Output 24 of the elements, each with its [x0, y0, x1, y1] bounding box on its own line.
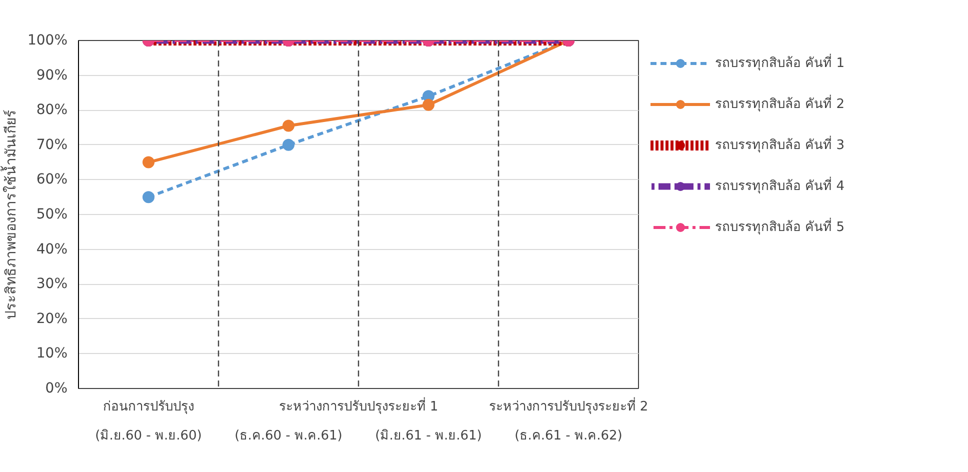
legend-label: รถบรรทุกสิบล้อ คันที่ 1: [715, 52, 845, 73]
legend-label: รถบรรทุกสิบล้อ คันที่ 3: [715, 134, 845, 155]
y-tick-label: 20%: [36, 310, 68, 327]
y-tick-label: 100%: [27, 32, 68, 48]
text: ระหว่างการปรับปรุงระยะที่ 2: [488, 398, 648, 414]
y-tick-label: 80%: [36, 102, 68, 118]
legend-label: รถบรรทุกสิบล้อ คันที่ 2: [715, 94, 845, 114]
x-tick-label: (มิ.ย.60 - พ.ย.60): [95, 428, 202, 444]
y-tick-label: 30%: [36, 276, 68, 292]
text: ระหว่างการปรับปรุงระยะที่ 1: [278, 398, 438, 414]
x-tick-label: (ธ.ค.61 - พ.ค.62): [514, 428, 622, 444]
y-tick-label: 60%: [36, 172, 68, 188]
y-tick-label: 10%: [36, 346, 68, 362]
y-tick-label: 90%: [36, 67, 68, 84]
x-tick-label: (มิ.ย.61 - พ.ย.61): [375, 428, 482, 444]
legend-label: รถบรรทุกสิบล้อ คันที่ 4: [715, 176, 845, 196]
y-tick-label: 40%: [36, 241, 68, 258]
y-tick-label: 50%: [36, 206, 68, 222]
y-tick-label: 70%: [36, 136, 68, 153]
text: ก่อนการปรับปรุง: [103, 400, 194, 414]
y-axis-title: ประสิทธิภาพของการใช้น้ำมันเกียร์: [0, 110, 20, 320]
x-tick-label: (ธ.ค.60 - พ.ค.61): [234, 428, 342, 444]
y-tick-label: 0%: [45, 380, 68, 396]
legend-label: รถบรรทุกสิบล้อ คันที่ 5: [715, 216, 845, 237]
